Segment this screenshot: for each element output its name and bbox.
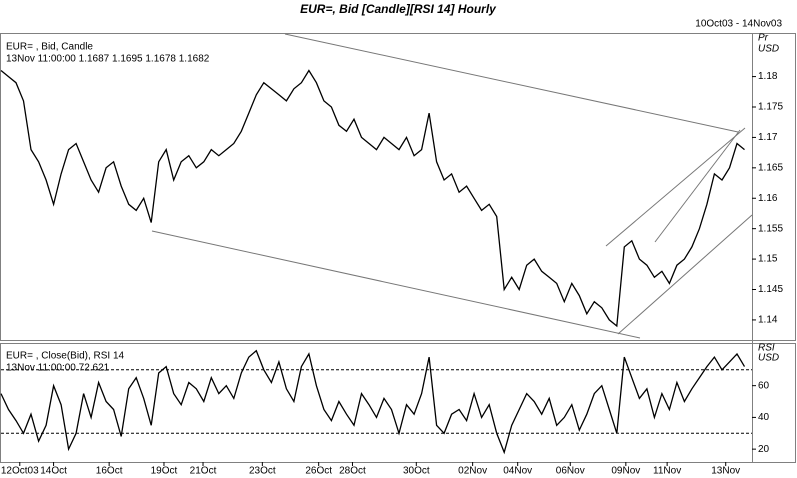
y-tick-label: 1.155 <box>758 223 783 234</box>
rsi-label: EUR= , Close(Bid), RSI 14 <box>6 351 125 362</box>
date-range: 10Oct03 - 14Nov03 <box>695 19 782 30</box>
y-tick-label: 40 <box>758 412 770 423</box>
y-tick-label: 1.145 <box>758 284 783 295</box>
chart-title: EUR=, Bid [Candle][RSI 14] Hourly <box>300 2 497 16</box>
y-tick-label: 1.15 <box>758 254 778 265</box>
y-tick-label: 1.17 <box>758 132 778 143</box>
price-panel <box>0 33 796 341</box>
x-tick-label: 02Nov <box>458 466 487 477</box>
rsi-info: 13Nov 11:00:00 72.621 <box>6 363 110 374</box>
price-line <box>0 69 745 328</box>
axis-unit: USD <box>758 44 779 55</box>
y-tick-label: 20 <box>758 444 770 455</box>
y-tick-label: 1.18 <box>758 71 778 82</box>
x-tick-label: 26Oct <box>305 466 332 477</box>
x-tick-label: 09Nov <box>611 466 640 477</box>
x-tick-label: 13Nov <box>711 466 740 477</box>
axis-title: RSI <box>758 343 775 354</box>
x-tick-label: 14Oct <box>40 466 67 477</box>
x-tick-label: 28Oct <box>339 466 366 477</box>
rsi-panel <box>0 343 796 463</box>
x-tick-label: 30Oct <box>403 466 430 477</box>
x-tick-label: 16Oct <box>96 466 123 477</box>
price-line <box>0 349 746 455</box>
x-tick-label: 04Nov <box>503 466 532 477</box>
y-tick-label: 1.14 <box>758 315 778 326</box>
x-tick-label: 23Oct <box>249 466 276 477</box>
x-tick-label: 11Nov <box>653 466 681 477</box>
x-tick-label: 12Oct03 <box>1 466 39 477</box>
x-tick-label: 06Nov <box>556 466 585 477</box>
y-tick-label: 1.16 <box>758 193 778 204</box>
y-tick-label: 60 <box>758 380 770 391</box>
axis-title: Pr <box>758 33 769 44</box>
y-tick-label: 1.165 <box>758 162 783 173</box>
x-tick-label: 19Oct <box>151 466 178 477</box>
y-tick-label: 1.175 <box>758 102 783 113</box>
price-info: 13Nov 11:00:00 1.1687 1.1695 1.1678 1.16… <box>6 54 210 65</box>
axis-unit: USD <box>758 353 779 364</box>
x-tick-label: 21Oct <box>190 466 217 477</box>
trend-lines <box>151 33 753 339</box>
price-label: EUR= , Bid, Candle <box>6 42 93 53</box>
